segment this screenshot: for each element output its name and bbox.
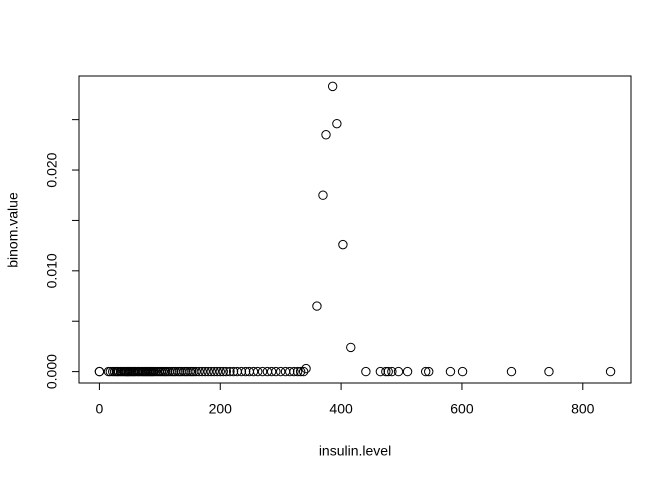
x-tick-label: 0 xyxy=(96,401,104,417)
point xyxy=(206,366,216,377)
point xyxy=(605,366,616,377)
x-tick-label: 800 xyxy=(571,401,595,417)
point xyxy=(266,366,277,377)
point xyxy=(197,366,207,377)
y-axis-label: binom.value xyxy=(5,192,21,268)
point xyxy=(312,301,322,311)
point xyxy=(361,366,371,377)
point xyxy=(275,366,286,377)
point xyxy=(228,366,239,377)
point xyxy=(271,366,281,377)
x-tick-label: 200 xyxy=(209,401,233,417)
point xyxy=(327,81,338,92)
point xyxy=(383,366,393,377)
point xyxy=(212,366,222,377)
point xyxy=(506,366,517,377)
point xyxy=(240,366,251,377)
point xyxy=(318,190,328,200)
point xyxy=(203,366,213,377)
point xyxy=(301,363,311,374)
point xyxy=(420,366,431,377)
x-axis-label: insulin.level xyxy=(319,443,391,459)
point xyxy=(445,366,456,377)
point xyxy=(289,366,299,377)
y-tick-label: 0.000 xyxy=(44,354,60,389)
point xyxy=(346,342,356,353)
point xyxy=(292,366,303,377)
y-tick-label: 0.020 xyxy=(44,152,60,187)
point xyxy=(338,239,348,250)
point xyxy=(332,118,342,129)
point xyxy=(257,366,268,377)
point xyxy=(94,366,105,377)
point xyxy=(253,366,263,377)
point xyxy=(402,366,413,377)
point xyxy=(236,366,247,377)
x-tick-label: 400 xyxy=(329,401,353,417)
point xyxy=(387,366,397,377)
point xyxy=(544,366,554,377)
y-tick-label: 0.010 xyxy=(44,253,60,288)
point xyxy=(191,366,201,377)
point xyxy=(457,366,468,377)
point xyxy=(285,366,295,377)
x-tick-label: 600 xyxy=(450,401,474,417)
point xyxy=(200,366,210,377)
point xyxy=(225,366,235,377)
point xyxy=(298,366,309,377)
point xyxy=(218,366,228,377)
point xyxy=(248,366,259,377)
point xyxy=(221,366,232,377)
point xyxy=(295,366,306,377)
point xyxy=(424,366,434,377)
point xyxy=(375,366,386,377)
point xyxy=(209,366,219,377)
point xyxy=(215,366,225,377)
point xyxy=(393,366,404,377)
point xyxy=(381,366,391,377)
point xyxy=(321,130,331,140)
point xyxy=(194,366,204,377)
plot-frame xyxy=(78,75,632,384)
